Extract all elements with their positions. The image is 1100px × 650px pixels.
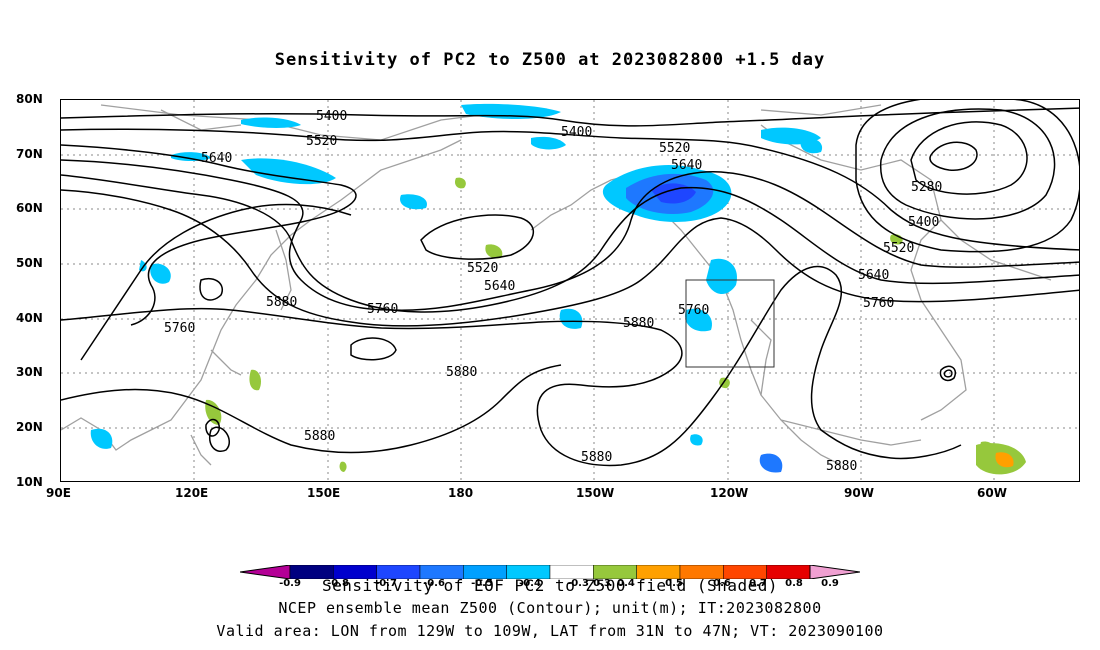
contour-label: 5520 [306,134,337,149]
x-tick-150e: 150E [307,486,341,500]
colorbar-high-end [809,565,860,579]
contour-label: 5880 [266,295,297,310]
contour-label: 5880 [581,450,612,465]
footer-shading-caption: Sensitivity of EOF PC2 to Z500 field (Sh… [322,576,778,595]
x-tick-120w: 120W [710,486,749,500]
contour-label: 5520 [467,261,498,276]
x-tick-120e: 120E [175,486,209,500]
colorbar-tick: 0.8 [785,578,803,589]
contour-label: 5880 [446,365,477,380]
x-tick-90e: 90E [46,486,71,500]
colorbar-tick: 0.3 [593,578,611,589]
y-tick-60n: 60N [16,201,43,215]
colorbar-tick: -0.9 [279,578,301,589]
y-tick-20n: 20N [16,420,43,434]
z500-contours [61,100,1079,467]
contour-label: 5880 [826,459,857,474]
y-tick-40n: 40N [16,311,43,325]
colorbar-tick: -0.8 [327,578,349,589]
contour-label: 5640 [671,158,702,173]
chart-title: Sensitivity of PC2 to Z500 at 2023082800… [274,50,826,70]
contour-label: 5880 [304,429,335,444]
contour-label: 5640 [201,151,232,166]
y-tick-50n: 50N [16,256,43,270]
colorbar-tick: -0.7 [375,578,397,589]
contour-label: 5760 [678,303,709,318]
colorbar [240,565,860,579]
footer-contour-caption: NCEP ensemble mean Z500 (Contour); unit(… [278,599,822,617]
x-tick-90w: 90W [844,486,874,500]
contour-label: 5640 [484,279,515,294]
contour-label: 5760 [164,321,195,336]
colorbar-tick: 0.6 [713,578,731,589]
x-tick-60w: 60W [977,486,1007,500]
colorbar-swatches [240,565,860,579]
contour-label-group: 5400 5520 5400 5640 5520 5640 5280 5400 … [164,109,942,474]
valid-area-box [685,279,775,368]
map-canvas: 5400 5520 5400 5640 5520 5640 5280 5400 … [61,100,1079,481]
y-tick-80n: 80N [16,92,43,106]
colorbar-tick: 0.7 [749,578,767,589]
colorbar-tick: 0.4 [617,578,635,589]
x-tick-180: 180 [448,486,474,500]
colorbar-tick: -0.6 [423,578,445,589]
contour-label: 5400 [908,215,939,230]
x-tick-150w: 150W [576,486,615,500]
colorbar-tick: 0.5 [665,578,683,589]
contour-label: 5280 [911,180,942,195]
contour-label: 5880 [623,316,654,331]
y-tick-70n: 70N [16,147,43,161]
y-tick-30n: 30N [16,365,43,379]
colorbar-tick: 0.9 [821,578,839,589]
colorbar-tick: -0.3 [567,578,589,589]
footer-valid-area: Valid area: LON from 129W to 109W, LAT f… [216,622,884,640]
colorbar-tick: -0.4 [519,578,541,589]
colorbar-tick: -0.5 [471,578,493,589]
contour-label: 5400 [316,109,347,124]
contour-label: 5520 [659,141,690,156]
map-panel: 5400 5520 5400 5640 5520 5640 5280 5400 … [60,99,1080,482]
y-tick-10n: 10N [16,475,43,489]
contour-label: 5520 [883,241,914,256]
contour-label: 5640 [858,268,889,283]
contour-label: 5400 [561,125,592,140]
contour-label: 5760 [367,302,398,317]
contour-label: 5760 [863,296,894,311]
